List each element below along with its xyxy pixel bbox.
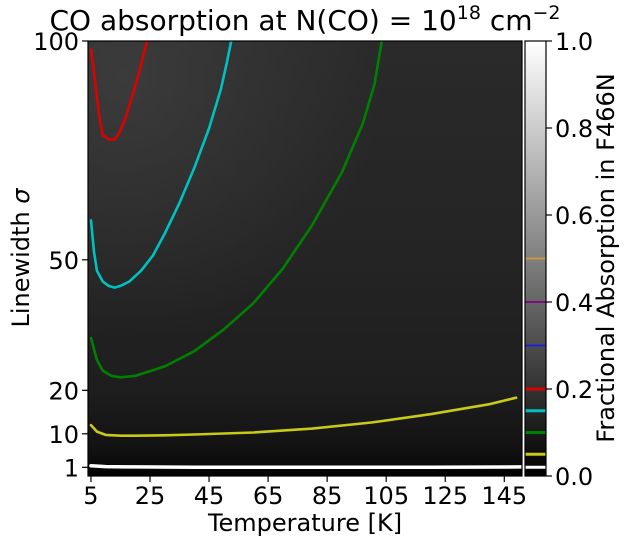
- x-axis-label: Temperature [K]: [207, 509, 402, 537]
- y-tick-label: 100: [33, 28, 79, 56]
- title-unit-exponent: −2: [533, 2, 561, 24]
- y-tick-label: 50: [48, 247, 79, 275]
- x-tick-label: 45: [194, 482, 225, 510]
- y-tick-label: 10: [48, 421, 79, 449]
- x-tick-label: 65: [253, 482, 284, 510]
- y-tick-label: 1: [64, 454, 79, 482]
- title-main: CO absorption at N(CO) = 10: [49, 4, 456, 37]
- colorbar-label: Fractional Absorption in F466N: [592, 73, 620, 442]
- contour-line-4: [89, 41, 149, 141]
- contour-lines: [89, 41, 522, 470]
- heatmap-glow: [88, 41, 522, 476]
- x-tick-label: 25: [135, 482, 166, 510]
- y-tick-label: 20: [48, 377, 79, 405]
- contour-line-2: [89, 41, 384, 379]
- x-tick-label: 85: [312, 482, 343, 510]
- colorbar-tick-label: 0.2: [555, 376, 593, 404]
- colorbar-frame: [524, 40, 547, 477]
- colorbar-tick-label: 0.6: [555, 202, 593, 230]
- contour-line-3: [89, 41, 233, 289]
- colorbar-tick-label: 0.8: [555, 115, 593, 143]
- y-axis-label-text: Linewidth: [7, 204, 35, 328]
- colorbar-contour-marks: [525, 257, 546, 469]
- x-tick-label: 5: [83, 482, 98, 510]
- plot-frame: [87, 40, 523, 477]
- colorbar-tick-label: 0.4: [555, 289, 593, 317]
- colorbar-tick-label: 1.0: [555, 28, 593, 56]
- y-axis-label: Linewidth σ: [7, 188, 35, 328]
- x-tick-label: 125: [422, 482, 468, 510]
- colorbar-tick-label: 0.0: [555, 463, 593, 491]
- title-exponent: 18: [457, 2, 481, 24]
- heatmap: [88, 41, 522, 476]
- y-axis-label-symbol: σ: [7, 188, 35, 204]
- contour-line-0: [89, 464, 522, 470]
- chart-title: CO absorption at N(CO) = 1018 cm−2: [49, 2, 560, 37]
- title-unit: cm: [481, 4, 533, 37]
- colorbar: 0.0 0.2 0.4 0.6 0.8 1.0 Fractional Absorption…: [524, 28, 620, 491]
- x-tick-label: 105: [363, 482, 409, 510]
- x-tick-label: 145: [481, 482, 527, 510]
- colorbar-ticks: 0.0 0.2 0.4 0.6 0.8 1.0: [546, 28, 593, 491]
- contour-line-1: [89, 396, 518, 437]
- y-axis-ticks: 1 10 20 50 100: [33, 28, 88, 482]
- x-axis-ticks: 5 25 45 65 85 105 125 145: [83, 476, 527, 510]
